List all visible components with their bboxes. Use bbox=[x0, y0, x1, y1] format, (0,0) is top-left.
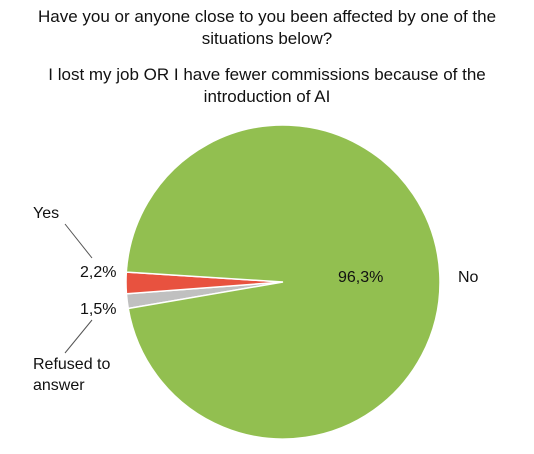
chart-title: Have you or anyone close to you been aff… bbox=[37, 7, 497, 48]
leader-line bbox=[64, 223, 93, 259]
category-label: Refused to answer bbox=[33, 356, 111, 394]
value-label: 2,2% bbox=[80, 264, 117, 281]
leader-line bbox=[64, 319, 93, 354]
category-label: No bbox=[458, 269, 479, 286]
pie-slice bbox=[125, 124, 441, 440]
value-label: 1,5% bbox=[80, 301, 117, 318]
category-label: Yes bbox=[33, 205, 60, 222]
chart-subtitle: I lost my job OR I have fewer commission… bbox=[48, 65, 486, 106]
value-label: 96,3% bbox=[338, 269, 384, 286]
